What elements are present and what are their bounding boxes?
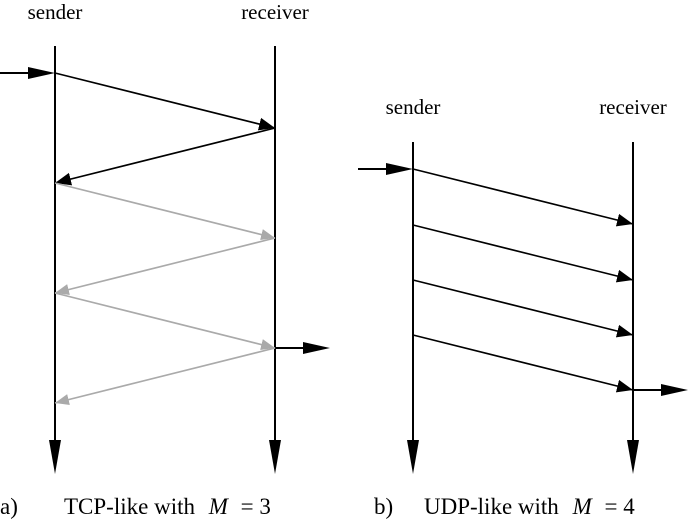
panel-a-input-arrowhead — [28, 67, 55, 79]
panel-b-sender-time-arrowhead — [407, 440, 419, 474]
panel-b-output-arrowhead — [661, 384, 688, 396]
panel-b-message-4 — [412, 334, 634, 393]
panel-a: sender receiver a) TCP-like with M = 3 — [0, 0, 330, 519]
panel-a-caption-text: TCP-like with — [64, 494, 195, 519]
panel-a-ack-3 — [54, 347, 276, 406]
panel-b: sender receiver b) UDP-like with M = 4 — [358, 95, 688, 519]
panel-a-message-3 — [54, 292, 276, 351]
panel-a-sender-label: sender — [28, 0, 83, 24]
panel-b-receiver-label: receiver — [599, 95, 667, 119]
panel-a-message-2 — [54, 182, 276, 241]
panel-a-ack-1 — [54, 127, 276, 186]
panel-a-message-1 — [54, 72, 276, 131]
panel-b-sender-label: sender — [386, 95, 441, 119]
panel-b-caption-marker: b) — [374, 494, 393, 519]
panel-b-caption-eq: = 4 — [604, 494, 635, 519]
panel-b-caption-text: UDP-like with — [424, 494, 559, 519]
panel-a-caption-eq: = 3 — [241, 494, 271, 519]
panel-b-receiver-time-arrowhead — [627, 440, 639, 474]
panel-a-output-arrowhead — [303, 342, 330, 354]
panel-b-caption-var: M — [572, 494, 594, 519]
panel-a-receiver-time-arrowhead — [269, 440, 281, 474]
panel-a-caption-var: M — [208, 494, 230, 519]
panel-a-caption: a) TCP-like with M = 3 — [0, 494, 271, 519]
panel-a-sender-time-arrowhead — [49, 440, 61, 474]
panel-b-caption: b) UDP-like with M = 4 — [374, 494, 635, 519]
panel-b-message-3 — [412, 279, 634, 338]
panel-b-message-1 — [412, 168, 634, 227]
panel-a-receiver-label: receiver — [241, 0, 309, 24]
panel-b-input-arrowhead — [386, 163, 413, 175]
panel-a-caption-marker: a) — [0, 494, 18, 519]
panel-b-message-2 — [412, 224, 634, 283]
panel-a-ack-2 — [54, 237, 276, 296]
